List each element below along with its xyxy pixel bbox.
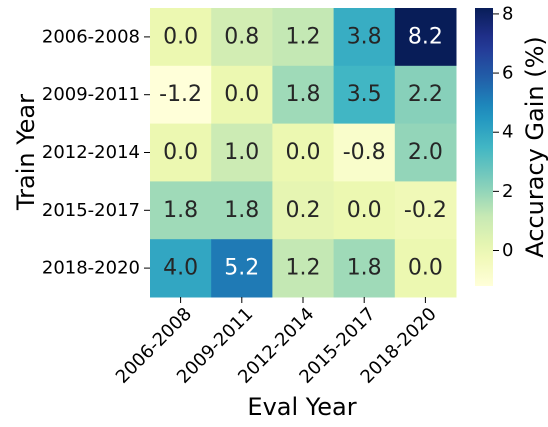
heatmap-cell: [150, 123, 212, 182]
cell-value-label: 4.0: [163, 256, 198, 281]
heatmap-cell: [272, 65, 335, 125]
x-axis-label: Eval Year: [247, 393, 356, 421]
y-tick-label: 2006-2008: [42, 26, 140, 47]
heatmap-cell: [272, 239, 335, 298]
y-axis-ticks: 2006-2008 2009-2011 2012-2014 2015-2017 2018…: [42, 26, 150, 279]
cell-value-label: 0.0: [408, 256, 443, 281]
heatmap-cell: [394, 239, 457, 298]
heatmap-cell: [394, 181, 457, 240]
heatmap-cell: [211, 181, 273, 240]
cell-value-label: 0.0: [286, 140, 321, 165]
heatmap-cell: [272, 8, 335, 67]
heatmap-cell: [394, 123, 457, 182]
cell-value-label: 0.0: [224, 82, 259, 107]
colorbar-tick-label: 2: [502, 181, 513, 202]
heatmap-cell: [394, 8, 457, 67]
heatmap-cell: [333, 181, 396, 240]
heatmap-cell: [394, 65, 457, 125]
heatmap-cell: [150, 8, 212, 67]
cell-value-label: 3.8: [347, 24, 382, 49]
cell-value-label: 5.2: [224, 256, 259, 281]
colorbar: [475, 8, 493, 286]
colorbar-tick-label: 6: [502, 63, 513, 84]
heatmap-cell: [333, 123, 396, 182]
cell-value-label: 0.2: [286, 198, 321, 223]
colorbar-ticks: 0 2 4 6 8: [493, 3, 513, 261]
cell-value-label: 3.5: [347, 82, 382, 107]
x-axis-ticks: 2006-20082009-20112012-20142015-20172018…: [112, 297, 441, 388]
cell-value-label: 0.0: [347, 198, 382, 223]
cell-value-label: -0.2: [404, 198, 447, 223]
colorbar-tick-label: 8: [502, 3, 513, 24]
cell-value-label: 8.2: [408, 24, 443, 49]
heatmap-cell: [150, 239, 212, 298]
cell-value-label: 0.0: [163, 140, 198, 165]
colorbar-tick-label: 4: [502, 122, 513, 143]
heatmap-cell: [272, 123, 335, 182]
cell-value-label: 1.8: [163, 198, 198, 223]
cell-value-label: 0.8: [224, 24, 259, 49]
heatmap-cell: [333, 8, 396, 67]
y-tick-label: 2012-2014: [42, 142, 140, 163]
cell-value-label: 1.2: [286, 24, 321, 49]
heatmap-cell: [272, 181, 335, 240]
y-tick-label: 2018-2020: [42, 258, 140, 279]
cell-value-label: 2.0: [408, 140, 443, 165]
heatmap-cell: [211, 8, 273, 67]
cell-value-label: 2.2: [408, 82, 443, 107]
heatmap-cell: [333, 239, 396, 298]
heatmap-cell: [150, 181, 212, 240]
cell-value-label: 1.8: [286, 82, 321, 107]
colorbar-tick-label: 0: [502, 240, 513, 261]
cell-value-label: 1.8: [347, 256, 382, 281]
heatmap-cell: [211, 65, 273, 125]
cell-value-label: -1.2: [159, 82, 202, 107]
heatmap-cell: [150, 65, 212, 125]
heatmap-cell: [211, 239, 273, 298]
cell-value-label: -0.8: [343, 140, 386, 165]
colorbar-label: Accuracy Gain (%): [521, 36, 548, 258]
heatmap-cells: 0.0 0.8 1.2 3.8 8.2 -1.2 0.0 1.8 3.5 2.2 0.0 1.0 0.0…: [150, 8, 457, 298]
cell-value-label: 1.0: [224, 140, 259, 165]
y-tick-label: 2015-2017: [42, 200, 140, 221]
cell-value-label: 1.8: [224, 198, 259, 223]
heatmap-cell: [333, 65, 396, 125]
y-axis-label: Train Year: [12, 94, 40, 211]
y-tick-label: 2009-2011: [42, 84, 140, 105]
cell-value-label: 0.0: [163, 24, 198, 49]
cell-value-label: 1.2: [286, 256, 321, 281]
heatmap-cell: [211, 123, 273, 182]
